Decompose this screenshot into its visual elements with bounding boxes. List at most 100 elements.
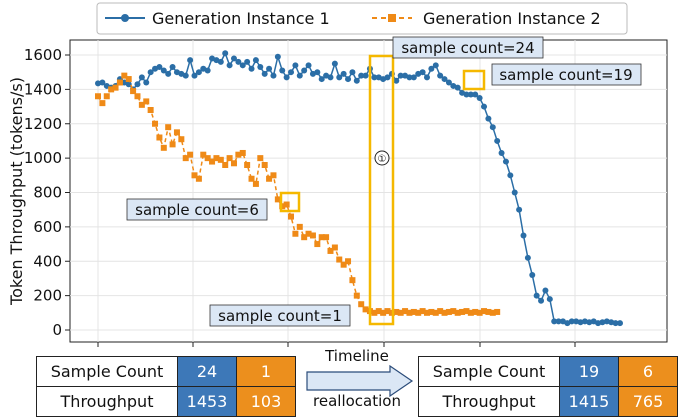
highlight-layer: ①: [279, 54, 486, 326]
data-point: [292, 62, 299, 69]
data-point: [288, 213, 295, 220]
data-point: [397, 72, 404, 79]
data-point: [380, 309, 387, 316]
data-point: [130, 88, 137, 95]
data-point: [472, 91, 479, 98]
data-point: [546, 296, 553, 303]
table-row: Throughput 1415 765: [418, 386, 678, 417]
arrow-label-reallocation: reallocation: [313, 392, 401, 410]
data-point: [274, 196, 281, 203]
highlight-box-reallocation: [368, 54, 395, 326]
data-point: [99, 79, 106, 86]
data-point: [428, 308, 435, 315]
data-point: [217, 156, 224, 163]
callout-marker: [374, 150, 390, 166]
data-point: [459, 308, 466, 315]
data-point: [481, 103, 488, 110]
data-point: [362, 72, 369, 79]
data-point: [191, 172, 198, 179]
data-point: [213, 155, 220, 162]
data-point: [450, 308, 457, 315]
data-point: [239, 149, 246, 156]
legend-marker-instance2: [388, 14, 396, 22]
data-point: [432, 309, 439, 316]
highlight-box-instance2: [279, 191, 301, 213]
data-point: [454, 84, 461, 91]
data-point: [288, 69, 295, 76]
data-point: [568, 318, 575, 325]
data-point: [345, 76, 352, 83]
cell-instance1-sample-count: 19: [559, 356, 619, 387]
data-point: [502, 158, 509, 165]
cell-instance2-sample-count: 6: [618, 356, 678, 387]
data-point: [617, 320, 623, 327]
data-point: [463, 91, 470, 98]
data-point: [314, 241, 321, 248]
data-point: [108, 86, 115, 93]
table-row: Sample Count 24 1: [36, 356, 296, 387]
data-point: [305, 62, 312, 69]
data-point: [511, 189, 518, 196]
data-point: [318, 234, 325, 241]
data-point: [204, 67, 211, 74]
y-axis-label: Token Throughput (tokens/s): [7, 77, 26, 306]
data-point: [235, 151, 242, 158]
data-point: [187, 151, 194, 158]
legend-label-instance1: Generation Instance 1: [152, 9, 330, 28]
data-point: [274, 53, 281, 60]
legend-marker-instance1: [121, 14, 129, 22]
data-point: [248, 65, 255, 72]
data-point: [230, 55, 237, 62]
y-tick-label: 0: [52, 321, 62, 339]
data-point: [261, 162, 268, 168]
data-point: [375, 308, 382, 315]
data-point: [331, 244, 338, 251]
plot-frame: [69, 39, 668, 343]
data-point: [327, 74, 334, 81]
data-point: [283, 201, 290, 208]
data-point: [467, 91, 474, 98]
data-point: [121, 72, 128, 79]
data-point: [217, 58, 224, 65]
data-point: [209, 158, 216, 165]
annotation-sample-count-19: sample count=19: [499, 66, 632, 84]
data-point: [524, 254, 531, 261]
data-point: [529, 272, 536, 278]
callout-number: ①: [378, 154, 387, 165]
data-point: [410, 308, 417, 315]
data-point: [296, 223, 303, 230]
data-point: [103, 93, 110, 100]
highlight-box-instance1: [462, 69, 486, 91]
data-point: [441, 76, 448, 83]
annotation-sample-count-1: sample count=1: [218, 307, 342, 325]
data-point: [244, 162, 251, 168]
arrow-label-timeline: Timeline: [325, 347, 389, 365]
y-tick-label: 600: [33, 218, 62, 236]
data-point: [481, 308, 488, 315]
data-point: [353, 77, 360, 84]
data-point: [323, 234, 330, 241]
data-point: [257, 155, 264, 162]
y-tick-label: 200: [33, 287, 62, 305]
data-point: [397, 309, 404, 316]
data-point: [252, 57, 259, 64]
data-point: [138, 101, 145, 108]
data-point: [195, 69, 202, 76]
annotation-layer: sample count=24 sample count=19 sample c…: [126, 36, 642, 327]
data-point: [445, 79, 452, 86]
data-point: [301, 234, 308, 241]
data-point: [494, 308, 501, 315]
row-label-sample-count: Sample Count: [418, 356, 560, 387]
table-row: Sample Count 19 6: [418, 356, 678, 387]
data-point: [160, 144, 167, 151]
row-label-sample-count: Sample Count: [36, 356, 178, 387]
data-point: [296, 72, 303, 79]
data-point: [147, 69, 154, 76]
row-label-throughput: Throughput: [36, 386, 178, 417]
data-point: [327, 247, 334, 254]
data-point: [152, 120, 159, 127]
data-point: [516, 206, 523, 213]
data-point: [393, 308, 400, 315]
data-point: [178, 136, 185, 143]
data-point: [371, 309, 378, 316]
